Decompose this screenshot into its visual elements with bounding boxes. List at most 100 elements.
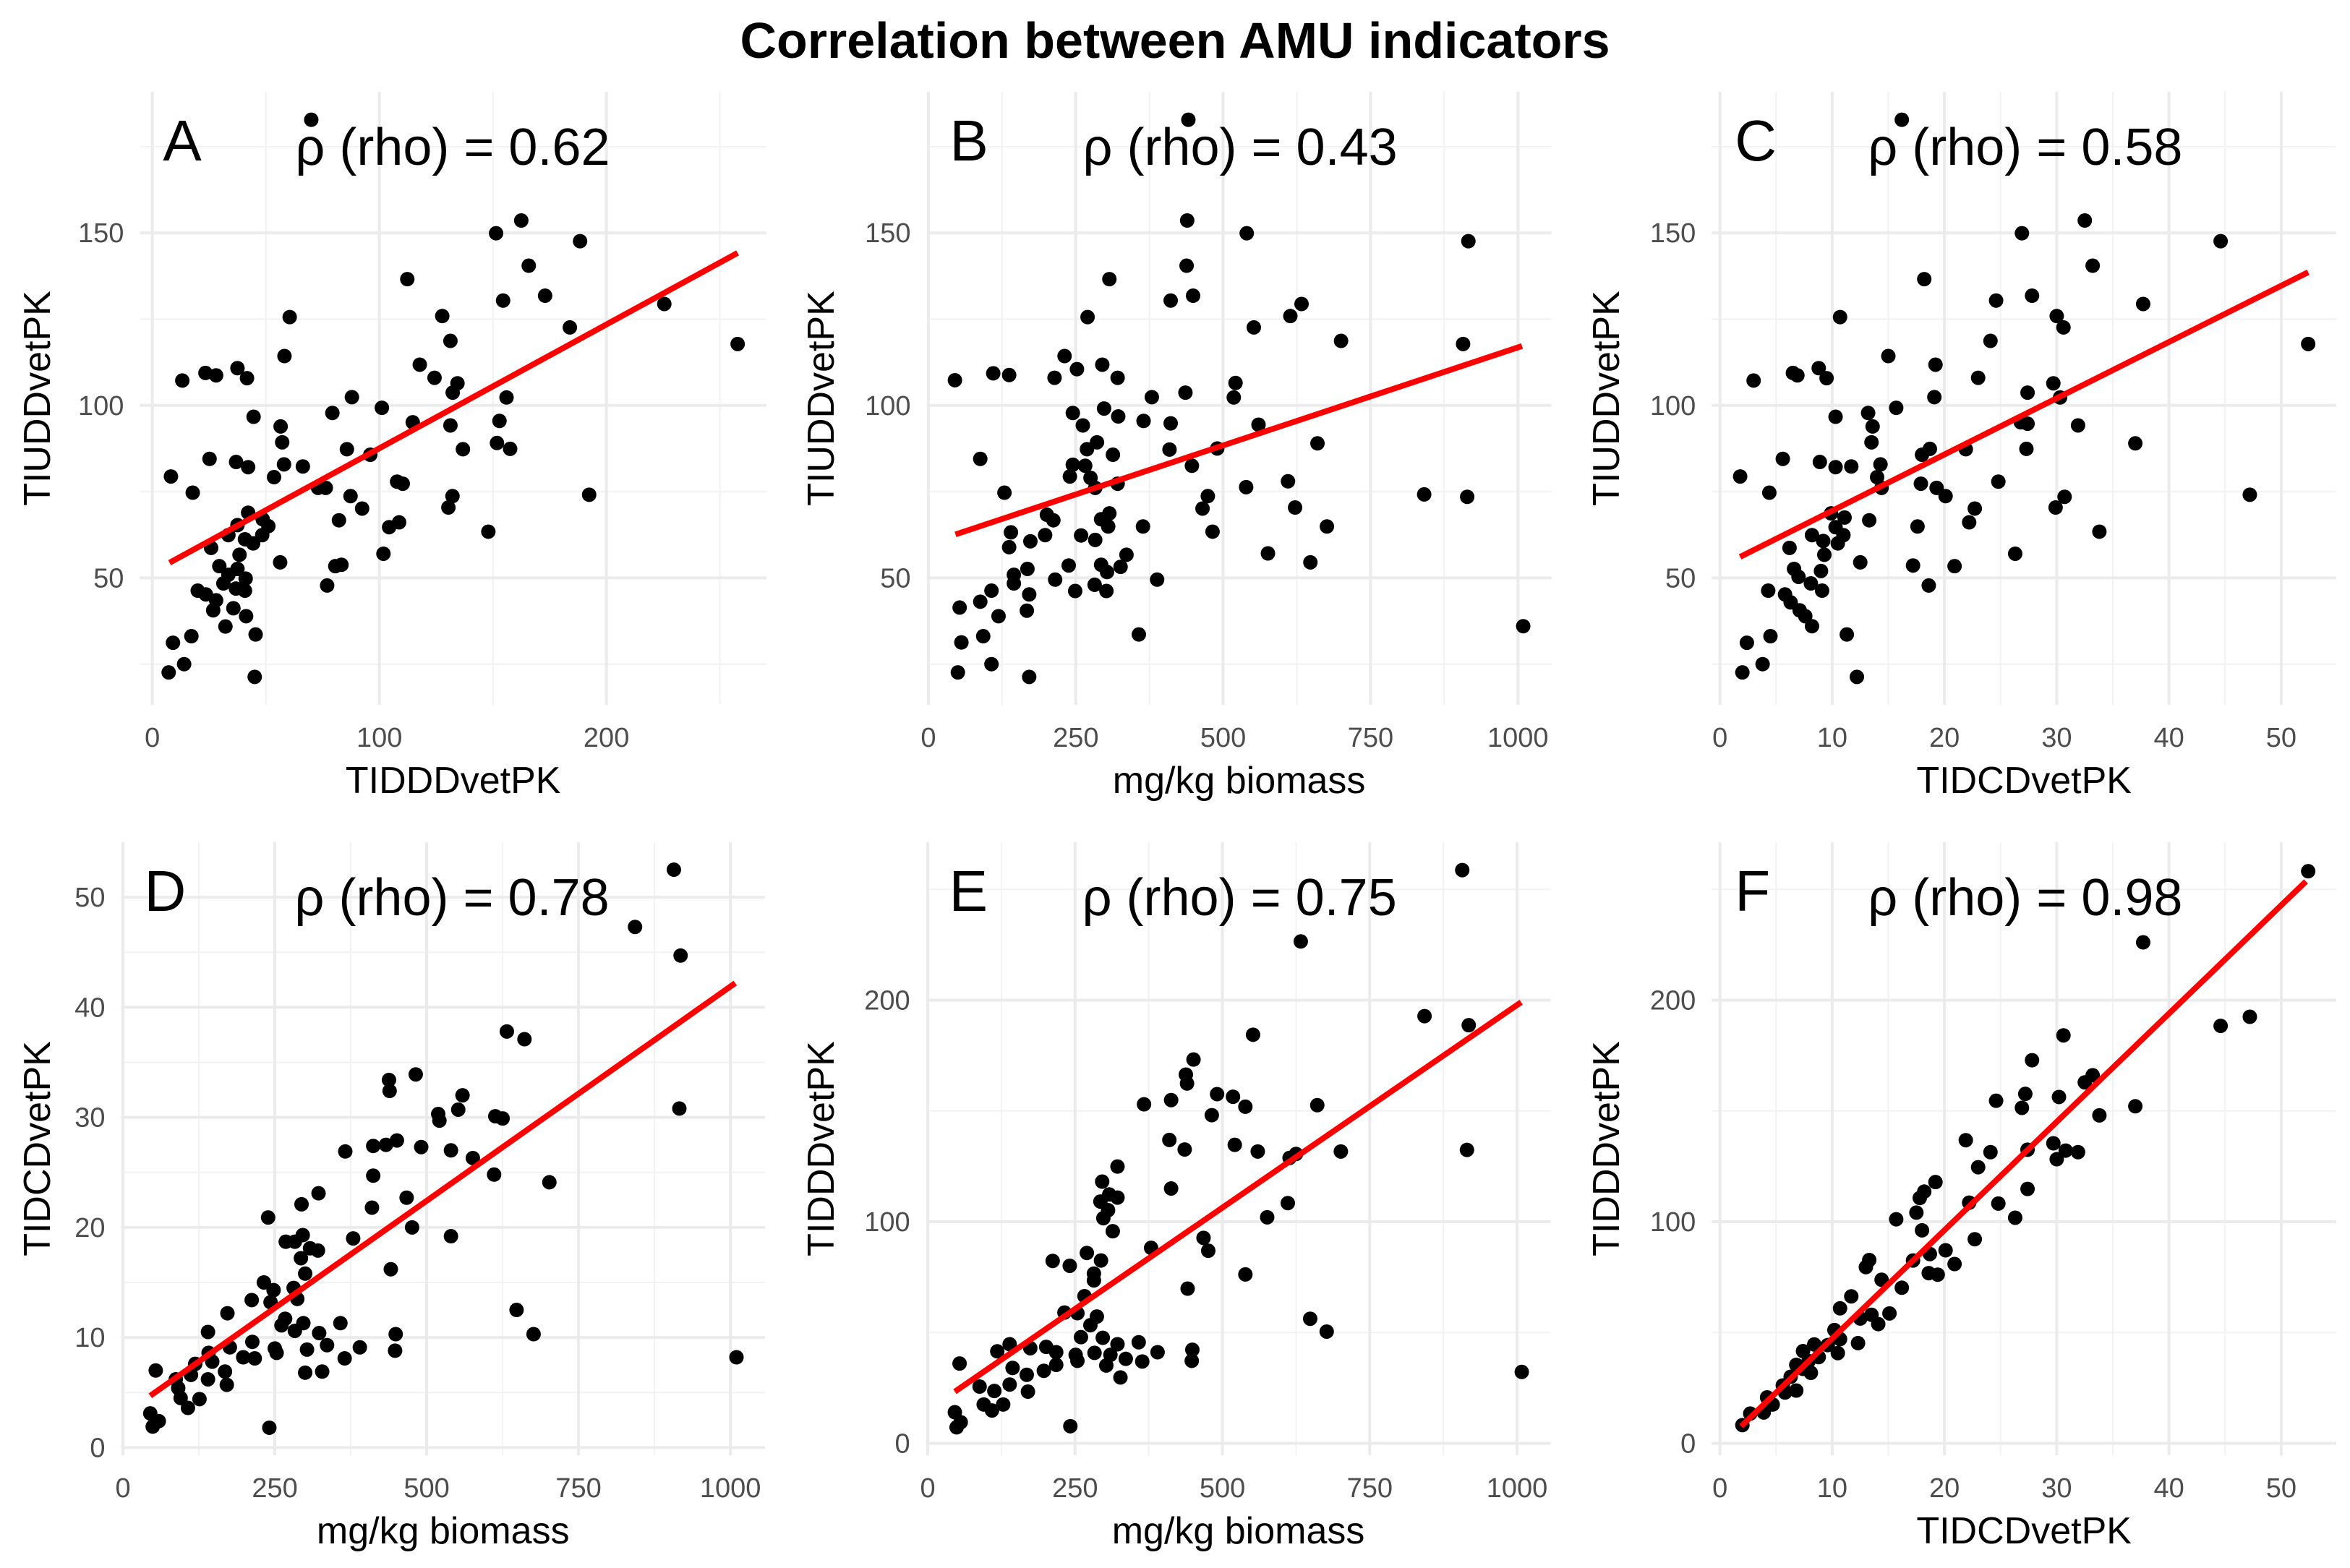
- data-point: [2128, 1099, 2143, 1114]
- data-point: [1333, 333, 1349, 348]
- data-point: [1514, 1364, 1529, 1379]
- data-point: [247, 1351, 262, 1366]
- data-point: [1905, 558, 1920, 573]
- data-point: [163, 469, 179, 484]
- data-point: [984, 583, 999, 599]
- data-point: [673, 948, 688, 963]
- data-point: [1095, 1211, 1111, 1226]
- data-point: [657, 296, 672, 312]
- data-point: [1909, 1205, 1924, 1220]
- data-point: [378, 1137, 393, 1152]
- data-point: [1087, 577, 1102, 592]
- data-point: [2242, 487, 2257, 502]
- data-point: [1001, 367, 1017, 382]
- data-point: [1251, 417, 1266, 432]
- data-point: [2213, 234, 2229, 249]
- regression-line: [954, 343, 1524, 538]
- data-point: [1928, 357, 1943, 372]
- y-tick-label: 150: [78, 218, 124, 249]
- data-point: [334, 557, 349, 573]
- data-point: [1293, 934, 1308, 949]
- data-point: [954, 635, 969, 650]
- rho-annotation: ρ (rho) = 0.98: [1868, 869, 2182, 927]
- data-point: [1246, 320, 1261, 335]
- x-tick-label: 750: [1348, 723, 1393, 753]
- data-point: [200, 1324, 215, 1340]
- data-point: [1204, 1108, 1219, 1123]
- data-point: [1004, 525, 1019, 540]
- data-point: [1098, 1358, 1114, 1373]
- data-point: [1020, 561, 1035, 576]
- data-point: [1988, 1093, 2004, 1108]
- data-point: [1417, 487, 1432, 502]
- x-tick-label: 50: [2266, 723, 2296, 753]
- data-point: [542, 1175, 557, 1190]
- data-point: [1871, 1316, 1886, 1332]
- data-point: [256, 1274, 271, 1290]
- x-tick-label: 250: [252, 1473, 297, 1504]
- rho-annotation: ρ (rho) = 0.58: [1868, 119, 2182, 176]
- data-point: [984, 656, 999, 672]
- data-point: [1814, 583, 1829, 599]
- data-point: [1460, 489, 1475, 505]
- data-point: [277, 348, 292, 364]
- data-point: [2242, 1009, 2257, 1024]
- data-point: [318, 480, 333, 495]
- data-point: [435, 309, 450, 324]
- data-point: [1195, 501, 1210, 516]
- data-point: [232, 547, 247, 562]
- y-axis-title: TIDDDvetPK: [800, 1041, 842, 1256]
- data-point: [492, 414, 507, 429]
- data-point: [1069, 361, 1085, 377]
- data-point: [1022, 587, 1037, 602]
- x-tick-label: 750: [555, 1473, 601, 1504]
- data-point: [1991, 474, 2006, 489]
- data-point: [1853, 554, 1868, 570]
- data-point: [443, 333, 458, 348]
- data-point: [1196, 1230, 1211, 1246]
- data-point: [366, 1139, 381, 1154]
- data-point: [237, 583, 252, 599]
- data-point: [266, 1282, 281, 1298]
- panel-e: 0 250 500 750 1000 0 100 200 E ρ (rho) = 0.75 mg/k…: [800, 842, 1551, 1552]
- y-axis-title: TIUDDvetPK: [17, 291, 59, 506]
- data-point: [1162, 442, 1177, 457]
- data-point: [666, 862, 681, 878]
- data-point: [228, 455, 244, 470]
- data-point: [465, 1150, 480, 1165]
- data-point: [1046, 513, 1061, 528]
- y-tick-label: 150: [865, 218, 910, 249]
- x-axis-title: mg/kg biomass: [1112, 1510, 1365, 1552]
- data-point: [1333, 1144, 1349, 1159]
- data-point: [1005, 1361, 1020, 1376]
- data-point: [175, 373, 190, 388]
- data-point: [376, 546, 391, 561]
- data-point: [205, 603, 221, 618]
- data-point: [226, 601, 241, 616]
- data-point: [2092, 1108, 2107, 1123]
- data-point: [1816, 534, 1831, 549]
- data-point: [1288, 500, 1303, 515]
- x-tick-label: 10: [1817, 1473, 1847, 1504]
- data-point: [1184, 458, 1200, 474]
- data-point: [1319, 1324, 1334, 1339]
- data-point: [986, 366, 1001, 381]
- data-point: [947, 372, 962, 387]
- data-point: [990, 1344, 1005, 1359]
- data-point: [499, 390, 514, 405]
- data-point: [1228, 375, 1243, 390]
- data-point: [208, 368, 223, 383]
- data-point: [1862, 513, 1877, 528]
- data-point: [495, 293, 510, 308]
- data-point: [230, 561, 245, 576]
- data-point: [1073, 1329, 1088, 1345]
- data-point: [1075, 418, 1090, 433]
- x-tick-label: 0: [920, 723, 936, 753]
- data-point: [1096, 401, 1111, 416]
- regression-line: [953, 999, 1524, 1395]
- data-point: [1970, 370, 1986, 385]
- data-point: [320, 1337, 335, 1353]
- data-point: [1162, 1132, 1177, 1147]
- data-point: [1456, 336, 1471, 351]
- data-point: [366, 1168, 381, 1183]
